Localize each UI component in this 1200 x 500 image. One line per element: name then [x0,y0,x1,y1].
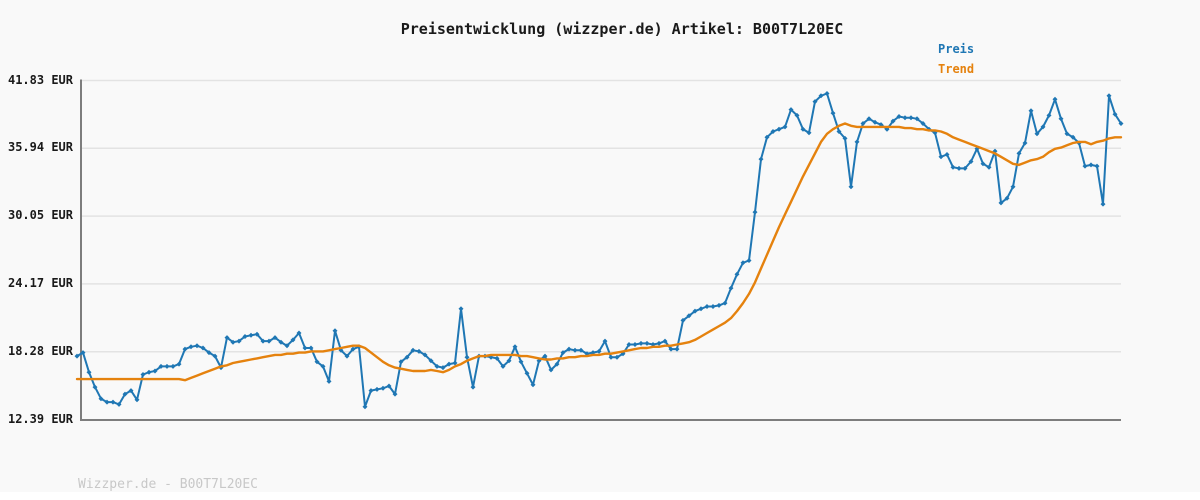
chart-title: Preisentwicklung (wizzper.de) Artikel: B… [400,20,844,38]
watermark-text: Wizzper.de - B00T7L20EC [78,477,259,492]
chart-legend: Preis Trend [938,39,974,79]
legend-item-trend: Trend [938,62,975,76]
y-tick-label: 35.94 EUR [7,140,73,155]
legend-item-preis: Preis [938,42,975,56]
bottom-band [0,492,1200,500]
trend-line [75,122,1123,382]
y-tick-label: 24.17 EUR [7,275,73,290]
y-tick-label: 18.28 EUR [7,343,73,358]
price-markers [74,91,1124,410]
y-tick-label: 30.05 EUR [7,208,73,223]
y-tick-label: 41.83 EUR [7,72,73,87]
y-tick-label: 12.39 EUR [7,411,73,426]
